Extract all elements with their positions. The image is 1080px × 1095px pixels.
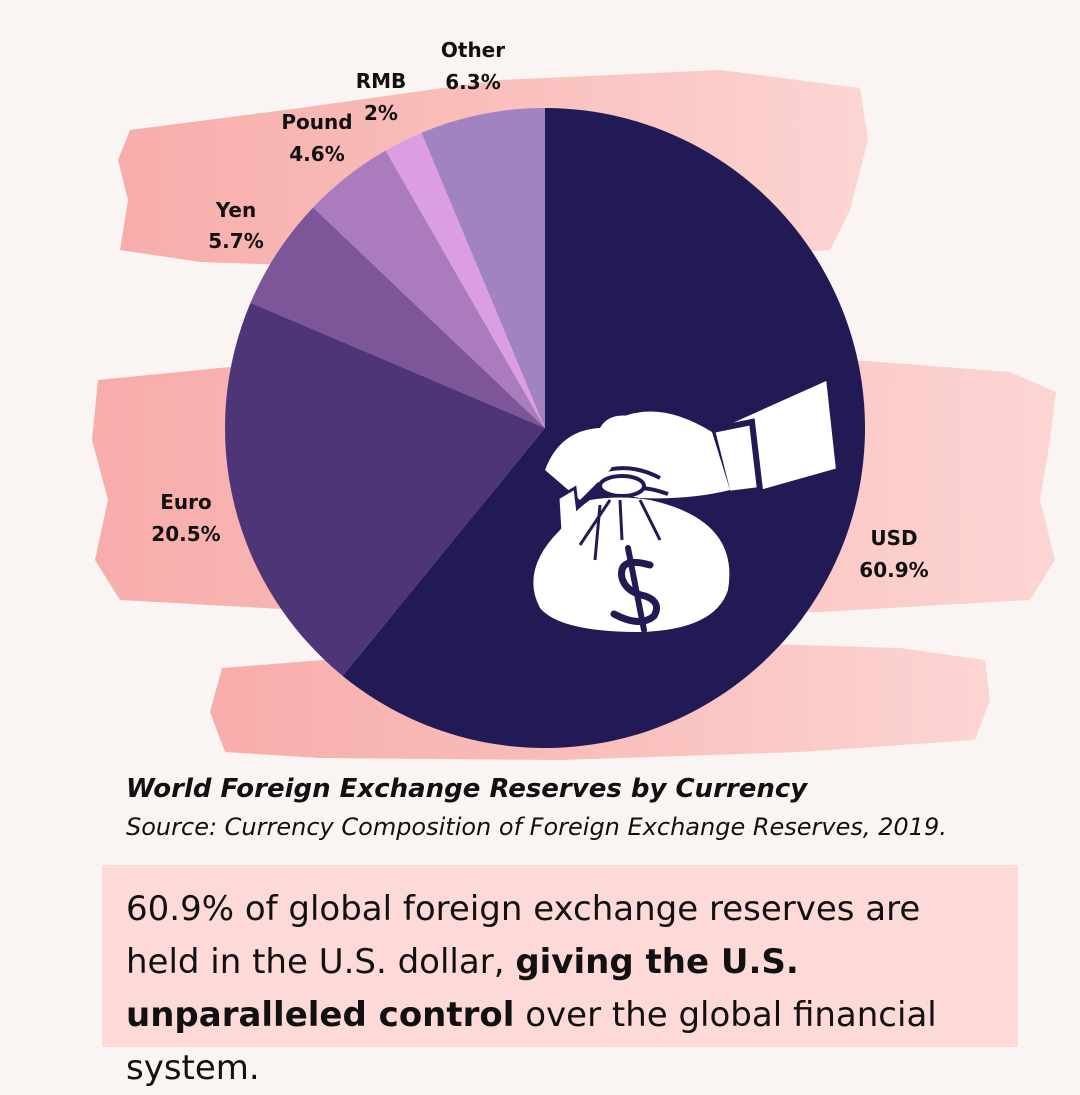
- slice-labels: USD 60.9% Euro 20.5% Yen 5.7% Pound 4.6%…: [151, 38, 928, 582]
- pie-slice-other: [421, 108, 545, 428]
- label-pound-name: Pound: [281, 110, 352, 134]
- label-usd-value: 60.9%: [859, 558, 928, 582]
- pie-slice-pound: [313, 150, 545, 429]
- label-yen-name: Yen: [215, 198, 256, 222]
- label-usd-name: USD: [870, 526, 917, 550]
- pie-slice-rmb: [385, 132, 545, 429]
- label-yen-value: 5.7%: [208, 229, 263, 253]
- label-other-name: Other: [441, 38, 505, 62]
- chart-source: Source: Currency Composition of Foreign …: [126, 813, 947, 841]
- money-bag-hand-icon: [533, 375, 841, 633]
- chart-caption: World Foreign Exchange Reserves by Curre…: [126, 770, 1026, 846]
- label-pound-value: 4.6%: [289, 142, 344, 166]
- label-other-value: 6.3%: [445, 70, 500, 94]
- callout-text-bold: giving the U.S. unparalleled control: [126, 942, 799, 1035]
- label-rmb-name: RMB: [356, 69, 407, 93]
- callout-text-before: 60.9% of global foreign exchange reserve…: [126, 889, 921, 982]
- chart-title: World Foreign Exchange Reserves by Curre…: [126, 774, 808, 804]
- pie-slice-euro: [225, 302, 546, 676]
- callout-box: 60.9% of global foreign exchange reserve…: [102, 865, 1018, 1088]
- pie-slice-yen: [250, 207, 545, 428]
- label-euro-value: 20.5%: [151, 522, 220, 546]
- label-euro-name: Euro: [160, 490, 212, 514]
- label-rmb-value: 2%: [364, 101, 398, 125]
